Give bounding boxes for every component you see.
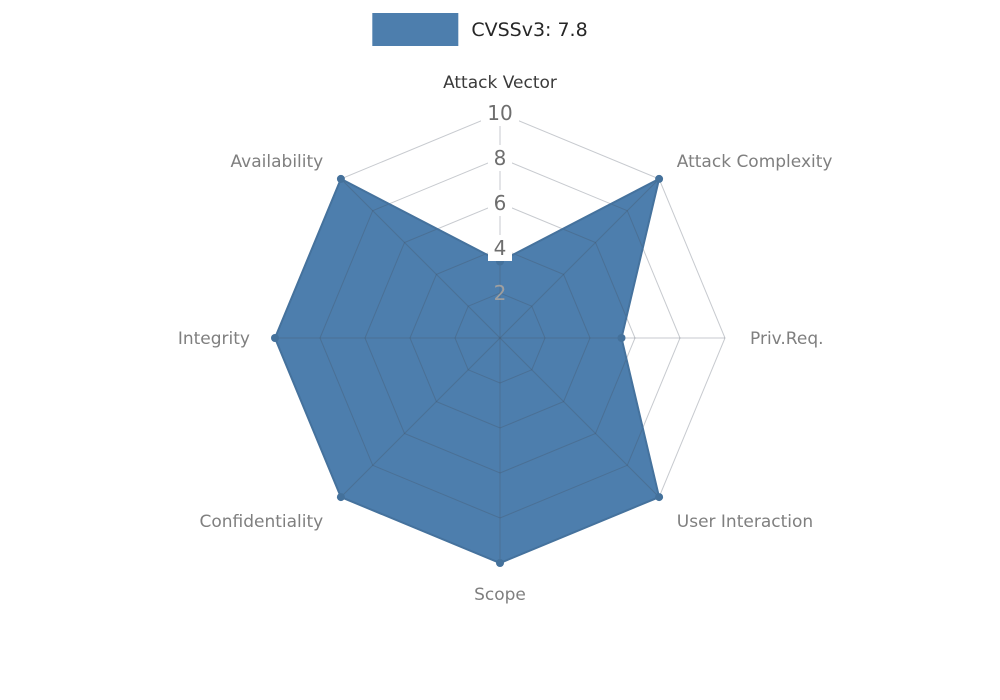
tick-label: 4 [494,236,507,260]
tick-box [488,235,512,261]
chart-legend: CVSSv3: 7.8 [372,13,588,46]
axis-label-availability: Availability [231,152,324,172]
axis-label-attack-complexity: Attack Complexity [677,152,833,172]
vertex-dot [617,334,626,342]
grid-spoke [499,178,660,339]
tick-label: 2 [494,281,507,305]
grid-spoke [499,337,660,498]
axis-label-integrity: Integrity [178,329,250,349]
vertex-dot [655,174,664,183]
axis-label-user-interaction: User Interaction [677,512,813,532]
grid-ring [409,247,591,429]
legend-swatch [372,13,459,46]
tick-label: 10 [487,101,512,125]
axis-label-attack-vector: Attack Vector [443,73,557,93]
legend-label: CVSSv3: 7.8 [471,18,588,41]
grid-spoke [340,337,501,498]
vertex-dot [271,334,279,342]
grid-ring [364,202,636,474]
tick-box [488,145,512,171]
series-fill [275,178,660,563]
grid-ring [454,292,546,384]
vertex-dot [336,493,345,502]
tick-label: 8 [494,146,507,170]
tick-box [488,190,512,216]
grid-spoke [340,178,501,339]
vertex-dot [655,493,664,502]
vertex-dot [336,174,345,183]
tick-box [481,100,519,126]
grid-ring [319,157,681,519]
axis-label-confidentiality: Confidentiality [199,512,323,532]
axis-label-priv-req: Priv.Req. [750,329,824,349]
tick-label: 6 [494,191,507,215]
vertex-dot [496,559,504,567]
axis-label-scope: Scope [474,585,526,605]
